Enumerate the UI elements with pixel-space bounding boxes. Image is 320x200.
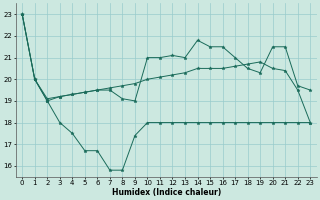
X-axis label: Humidex (Indice chaleur): Humidex (Indice chaleur) xyxy=(112,188,221,197)
